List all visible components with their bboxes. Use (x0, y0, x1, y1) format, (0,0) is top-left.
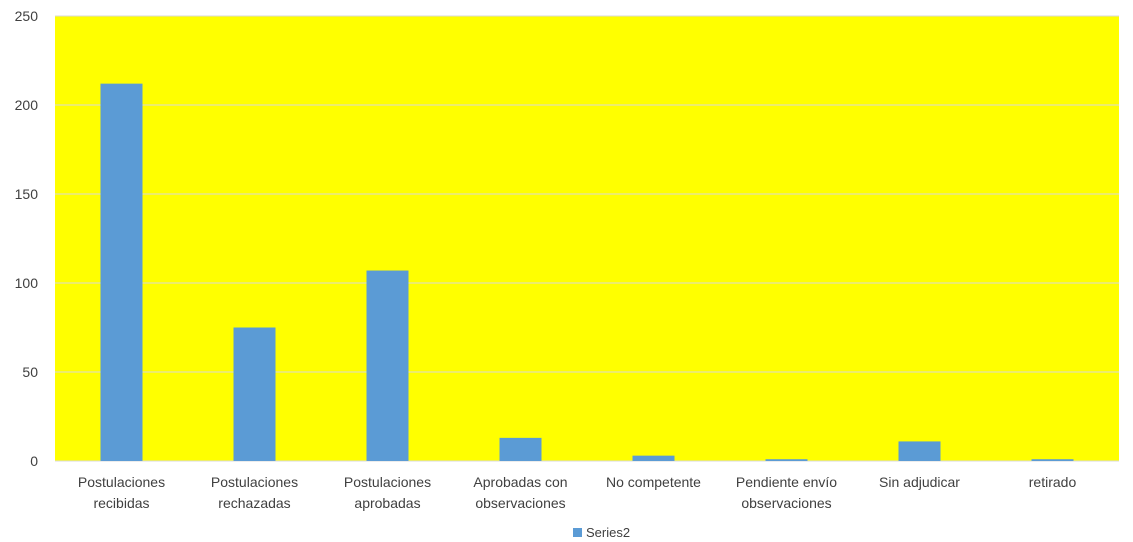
bar-8 (1031, 459, 1074, 461)
y-axis-tick-labels: 0 50 100 150 200 250 (15, 8, 39, 469)
legend: Series2 (573, 525, 630, 540)
bar-5 (632, 455, 675, 461)
x-category-label-7: Sin adjudicar (879, 474, 960, 490)
y-tick-label-0: 0 (30, 453, 38, 469)
y-tick-label-200: 200 (15, 97, 39, 113)
y-tick-label-250: 250 (15, 8, 39, 24)
x-category-label-8: retirado (1029, 474, 1077, 490)
x-category-label-2: Postulaciones rechazadas (211, 474, 298, 511)
x-category-label-4: Aprobadas con observaciones (473, 474, 567, 511)
x-category-label-5: No competente (606, 474, 701, 490)
bar-7 (898, 441, 941, 461)
gridlines (55, 15, 1119, 462)
bar-4 (499, 437, 542, 461)
y-tick-label-150: 150 (15, 186, 39, 202)
y-tick-label-50: 50 (22, 364, 38, 380)
plot-area (55, 16, 1119, 461)
bar-6 (765, 459, 808, 461)
bar-1 (100, 83, 143, 461)
x-axis-category-labels: Postulaciones recibidas Postulaciones recha… (78, 474, 1077, 511)
bars (100, 83, 1074, 461)
legend-label: Series2 (586, 525, 630, 540)
x-category-label-1: Postulaciones recibidas (78, 474, 165, 511)
bar-3 (366, 270, 409, 461)
legend-swatch (573, 528, 582, 537)
x-category-label-3: Postulaciones aprobadas (344, 474, 431, 511)
y-tick-label-100: 100 (15, 275, 39, 291)
bar-2 (233, 327, 276, 461)
x-category-label-6: Pendiente envío observaciones (736, 474, 837, 511)
